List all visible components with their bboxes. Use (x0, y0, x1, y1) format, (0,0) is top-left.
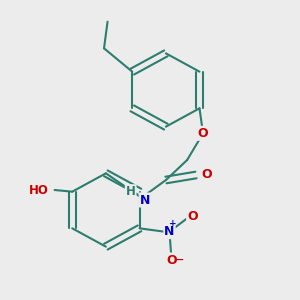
Text: N: N (164, 225, 175, 238)
Text: N: N (140, 194, 150, 206)
Text: HO: HO (29, 184, 49, 196)
Text: O: O (201, 169, 212, 182)
Text: O: O (187, 210, 198, 223)
Text: +: + (169, 219, 177, 228)
Text: O: O (166, 254, 177, 266)
Text: O: O (198, 127, 208, 140)
Text: H: H (126, 185, 136, 198)
Text: −: − (176, 255, 184, 265)
